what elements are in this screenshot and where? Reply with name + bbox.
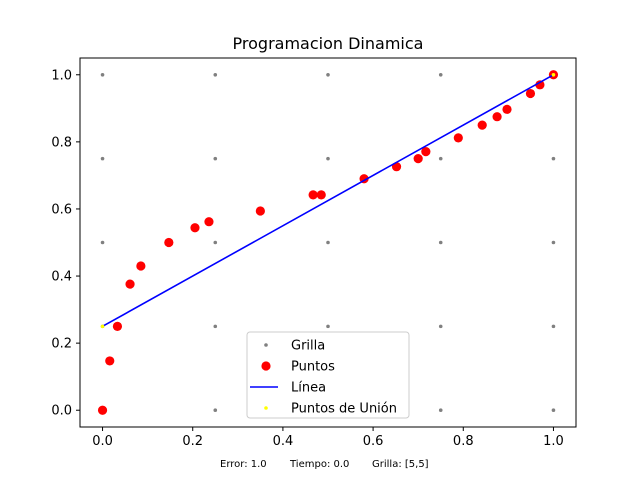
y-tick-label: 0.0: [51, 404, 72, 419]
puntos-point: [535, 80, 545, 90]
puntos-de-union-point: [100, 324, 105, 329]
puntos-point: [164, 237, 174, 248]
legend: Grilla Puntos Línea Puntos de Unión: [246, 331, 410, 419]
linea-line: [102, 74, 554, 328]
caption-error: Error: 1.0: [220, 459, 267, 470]
data-marks: [97, 70, 559, 415]
y-tick-label: 1.0: [51, 68, 72, 83]
y-tick-label: 0.2: [51, 337, 72, 352]
puntos-point: [525, 88, 536, 99]
y-tick-label: 0.4: [51, 270, 72, 285]
grilla-point: [326, 72, 330, 77]
x-axis: 0.0 0.2 0.4 0.6 0.8 1.0: [92, 427, 564, 449]
y-tick-label: 0.8: [51, 135, 72, 150]
puntos-de-union-point: [551, 72, 556, 77]
legend-puntos-swatch: [261, 361, 271, 371]
puntos-point: [413, 154, 423, 164]
grilla-point: [438, 240, 443, 245]
puntos-point: [112, 321, 123, 331]
legend-linea-label: Línea: [291, 381, 326, 396]
axes-frame: [79, 57, 577, 428]
legend-puntos-label: Puntos: [291, 360, 335, 375]
legend-puntos-de-union-swatch: [264, 406, 268, 410]
chart-title: Programacion Dinamica: [233, 34, 424, 53]
puntos-point: [492, 112, 502, 122]
puntos-point: [190, 223, 200, 233]
grilla-point: [213, 324, 218, 329]
caption-tiempo: Tiempo: 0.0: [289, 459, 349, 470]
legend-grilla-swatch: [264, 343, 268, 347]
grilla-point: [551, 156, 556, 161]
caption-grilla: Grilla: [5,5]: [372, 459, 429, 470]
grilla-point: [213, 240, 218, 245]
puntos-point: [308, 190, 318, 200]
grilla-point: [100, 240, 105, 245]
puntos-point: [125, 279, 135, 289]
y-axis: 0.0 0.2 0.4 0.6 0.8 1.0: [51, 68, 80, 419]
puntos-point: [453, 133, 463, 143]
y-tick-label: 0.6: [51, 202, 72, 217]
caption: Error: 1.0 Tiempo: 0.0 Grilla: [5,5]: [220, 459, 429, 470]
legend-puntos-de-union-label: Puntos de Unión: [291, 402, 397, 417]
grilla-point: [326, 324, 330, 329]
legend-frame: [246, 331, 410, 419]
plot-area: [97, 70, 559, 415]
x-tick-label: 0.0: [92, 434, 113, 449]
grilla-point: [551, 408, 556, 413]
grilla-point: [213, 408, 218, 413]
x-tick-label: 0.8: [453, 434, 474, 449]
puntos-point: [97, 405, 108, 415]
puntos-point: [105, 356, 115, 366]
x-tick-label: 1.0: [543, 434, 564, 449]
grilla-point: [326, 240, 330, 245]
grilla-point: [551, 324, 556, 329]
puntos-point: [316, 190, 326, 200]
puntos-point: [421, 146, 431, 157]
x-tick-label: 0.2: [182, 434, 203, 449]
puntos-point: [502, 104, 512, 114]
grilla-point: [438, 72, 443, 77]
x-tick-label: 0.6: [363, 434, 384, 449]
grilla-point: [326, 156, 330, 161]
puntos-point: [136, 261, 146, 271]
legend-items: Grilla Puntos Línea Puntos de Unión: [250, 339, 397, 417]
grilla-point: [551, 240, 556, 245]
puntos-point: [255, 206, 265, 216]
grilla-point: [438, 324, 443, 329]
puntos-point: [204, 217, 214, 227]
grilla-point: [213, 156, 218, 161]
grilla-point: [100, 156, 105, 161]
x-tick-label: 0.4: [273, 434, 294, 449]
grilla-point: [438, 408, 443, 413]
grilla-point: [213, 72, 218, 77]
grilla-point: [100, 72, 105, 77]
puntos-point: [477, 120, 487, 130]
grilla-point: [438, 156, 443, 161]
legend-grilla-label: Grilla: [291, 339, 325, 354]
